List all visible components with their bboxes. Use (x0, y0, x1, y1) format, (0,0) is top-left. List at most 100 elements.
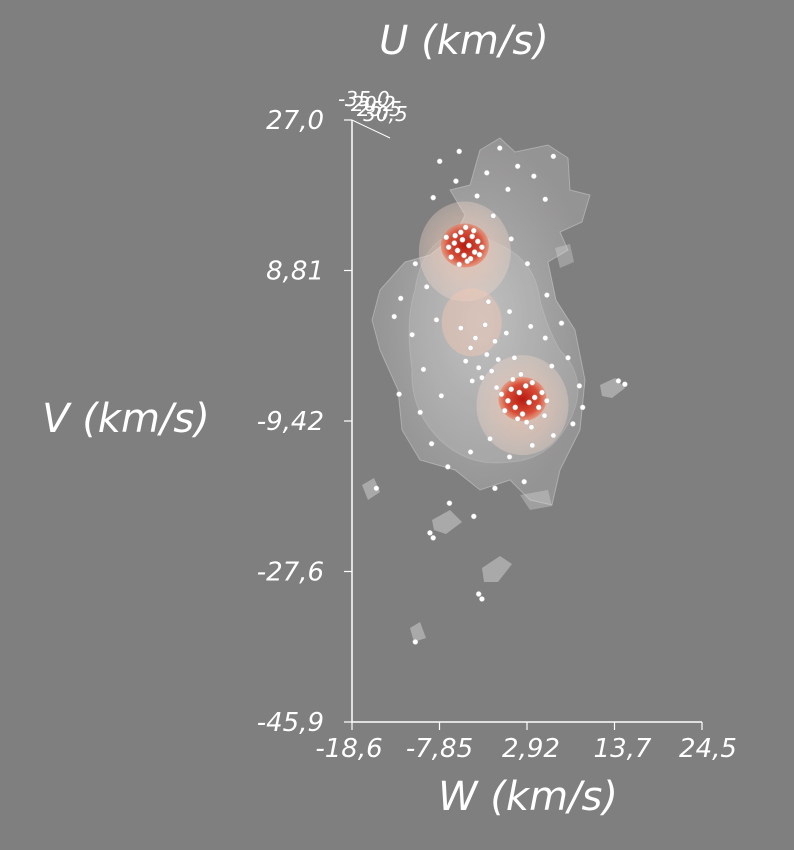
data-point-35 (541, 412, 548, 419)
data-point-12 (452, 232, 458, 239)
u-axis-line (351, 119, 391, 139)
data-point-92 (456, 148, 463, 155)
w-tick-label-1: -18,6 (315, 734, 382, 764)
u-tick-label-4: -30,5 (356, 102, 408, 126)
w-tick-label-5: 24,5 (679, 734, 737, 764)
data-point-18 (470, 227, 477, 234)
data-point-110 (396, 391, 402, 398)
data-point-58 (527, 323, 534, 330)
data-point-61 (423, 283, 430, 290)
w-tick-label-2: -7,85 (406, 734, 473, 764)
data-point-109 (579, 404, 586, 411)
data-point-23 (512, 404, 519, 411)
data-point-59 (542, 335, 549, 341)
v-tick-label-5: -45,9 (257, 708, 324, 738)
density-peaks (418, 201, 569, 456)
data-point-65 (409, 331, 415, 338)
data-point-7 (471, 249, 478, 255)
u-axis-title: U (km/s) (379, 18, 549, 64)
data-point-16 (462, 224, 469, 231)
data-point-21 (516, 389, 523, 396)
data-point-48 (462, 358, 469, 364)
data-point-82 (508, 236, 515, 242)
data-point-1 (459, 236, 466, 243)
data-point-14 (445, 244, 452, 251)
data-point-71 (467, 449, 474, 455)
data-point-52 (493, 384, 500, 391)
data-point-72 (487, 435, 493, 442)
u-axis-ticks: -35,0-20,2-25,5-30,5 (338, 87, 408, 126)
data-point-36 (498, 391, 505, 398)
data-point-67 (438, 392, 445, 399)
data-point-105 (430, 534, 437, 541)
data-point-87 (483, 170, 490, 176)
data-point-90 (514, 163, 521, 170)
data-point-76 (570, 421, 576, 427)
v-tick-label-4: -27,6 (257, 558, 324, 588)
data-point-32 (539, 389, 545, 396)
data-point-17 (456, 261, 463, 268)
data-point-31 (514, 416, 521, 422)
data-point-55 (457, 325, 464, 331)
data-point-94 (550, 153, 557, 160)
data-point-10 (448, 254, 454, 260)
data-point-98 (521, 478, 528, 485)
data-point-37 (528, 424, 535, 431)
data-point-84 (474, 193, 480, 199)
data-point-50 (469, 378, 476, 384)
data-point-44 (488, 368, 495, 374)
data-point-27 (519, 411, 526, 417)
data-point-28 (535, 404, 542, 411)
w-tick-label-4: 13,7 (594, 734, 652, 764)
data-point-41 (475, 364, 482, 371)
data-point-106 (475, 591, 482, 597)
data-point-83 (490, 212, 497, 219)
data-point-86 (430, 194, 437, 201)
data-point-51 (503, 330, 510, 336)
data-point-77 (576, 383, 583, 389)
w-axis-ticks: -18,6 -7,85 2,92 13,7 24,5 (315, 722, 737, 764)
u-tick-label-2: -20,2 (344, 92, 396, 116)
data-point-45 (472, 335, 479, 341)
data-point-29 (505, 397, 511, 404)
data-point-8 (457, 229, 464, 236)
data-point-96 (446, 500, 453, 507)
v-axis-title: V (km/s) (42, 396, 210, 442)
data-point-30 (529, 379, 536, 386)
data-point-38 (509, 376, 516, 383)
data-point-79 (558, 320, 565, 326)
v-tick-label-3: -9,42 (257, 407, 324, 437)
data-point-56 (506, 308, 513, 315)
data-point-57 (485, 298, 492, 305)
data-point-43 (467, 345, 474, 351)
bridge-mid-shell (441, 288, 502, 357)
data-point-3 (454, 247, 461, 254)
data-point-69 (428, 440, 435, 447)
data-point-108 (412, 639, 419, 645)
data-point-102 (622, 381, 628, 388)
data-point-39 (544, 397, 550, 404)
data-point-5 (461, 252, 467, 259)
data-point-20 (479, 244, 485, 251)
data-point-81 (524, 260, 531, 267)
data-point-33 (501, 407, 508, 414)
data-point-89 (496, 145, 503, 151)
data-point-99 (470, 513, 477, 520)
u-tick-label-1: -35,0 (338, 87, 390, 111)
data-point-47 (479, 374, 485, 381)
data-point-66 (420, 366, 427, 373)
data-point-4 (469, 233, 476, 240)
u-tick-label-3: -25,5 (350, 97, 402, 121)
data-point-93 (436, 158, 443, 165)
data-point-64 (433, 316, 440, 323)
data-point-78 (565, 354, 571, 361)
data-point-6 (451, 240, 458, 246)
data-points (373, 145, 628, 645)
data-point-26 (508, 386, 515, 393)
v-axis-ticks: 27,0 8,81 -9,42 -27,6 -45,9 (257, 106, 352, 738)
data-point-74 (529, 442, 536, 449)
data-point-49 (492, 338, 498, 345)
data-point-34 (523, 419, 530, 426)
